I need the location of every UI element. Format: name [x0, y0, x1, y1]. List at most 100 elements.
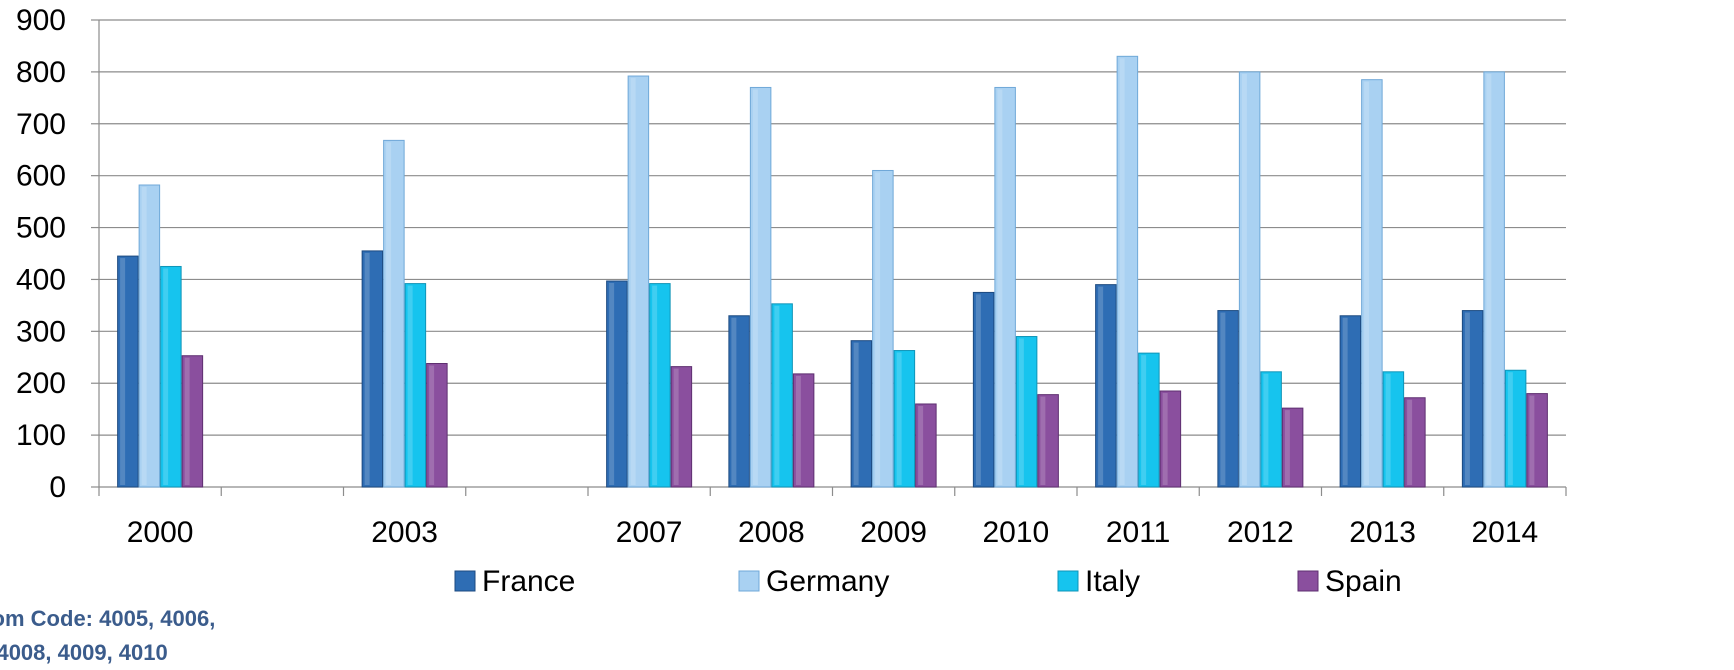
bar-highlight	[609, 283, 615, 485]
legend-label: Germany	[766, 565, 889, 598]
bar-spain-2014	[1526, 393, 1548, 488]
bar-italy-2007	[649, 283, 671, 488]
bars	[117, 55, 1548, 488]
legend-label: France	[482, 565, 575, 598]
bar-highlight	[652, 285, 658, 485]
legend-label: Spain	[1325, 565, 1402, 598]
x-tick-label: 2011	[1106, 516, 1171, 549]
bar-highlight	[975, 294, 981, 485]
bar-highlight	[630, 78, 636, 485]
bar-highlight	[1529, 395, 1535, 485]
x-tick-label: 2012	[1227, 516, 1294, 549]
source-caption: stom Code: 4005, 4006, 5, 4008, 4009, 40…	[0, 606, 216, 665]
bar-germany-2000	[138, 184, 161, 488]
bar-france-2010	[972, 291, 995, 488]
bar-germany-2003	[383, 139, 405, 488]
bar-highlight	[1407, 399, 1413, 485]
bar-spain-2000	[181, 355, 204, 488]
bar-italy-2011	[1138, 352, 1160, 488]
bar-italy-2012	[1260, 371, 1282, 488]
y-tick-label: 400	[16, 263, 66, 296]
bar-highlight	[918, 405, 924, 485]
y-tick-label: 600	[16, 160, 66, 193]
x-tick-label: 2007	[616, 516, 683, 549]
bar-italy-2010	[1015, 336, 1038, 488]
bar-highlight	[1263, 373, 1269, 485]
bar-highlight	[1284, 410, 1290, 485]
y-tick-label: 200	[16, 367, 66, 400]
bar-highlight	[795, 375, 801, 485]
bar-spain-2012	[1281, 407, 1304, 488]
bar-highlight	[1040, 396, 1046, 485]
x-tick-label: 2008	[738, 516, 805, 549]
bar-spain-2007	[670, 366, 693, 488]
bar-highlight	[673, 368, 679, 485]
y-tick-label: 700	[16, 108, 66, 141]
bar-highlight	[120, 258, 126, 485]
bar-highlight	[1162, 393, 1168, 485]
bar-france-2013	[1339, 315, 1362, 488]
bar-spain-2013	[1404, 397, 1426, 488]
y-tick-labels: 0 100 200 300 400 500 600 700 800 900	[16, 4, 66, 504]
bar-germany-2012	[1238, 71, 1261, 488]
bar-france-2008	[728, 315, 750, 488]
bar-highlight	[1241, 73, 1247, 485]
legend-swatch	[1297, 570, 1319, 592]
gridlines	[99, 19, 1566, 436]
y-tick-label: 0	[49, 471, 66, 504]
y-tick-label: 900	[16, 4, 66, 37]
bar-france-2000	[117, 255, 139, 488]
bar-germany-2008	[749, 86, 772, 488]
bar-spain-2009	[915, 403, 937, 488]
bar-highlight	[774, 305, 780, 485]
bar-highlight	[896, 352, 902, 485]
bar-germany-2011	[1116, 55, 1139, 488]
bar-highlight	[386, 142, 392, 486]
bar-france-2003	[361, 250, 384, 488]
x-tick-labels: 2000 2003 2007 2008 2009 2010 2011 2012 2013 2014	[127, 516, 1539, 549]
bar-highlight	[1018, 338, 1024, 485]
y-tick-label: 300	[16, 315, 66, 348]
axes	[91, 19, 1567, 496]
bar-spain-2011	[1159, 390, 1182, 488]
bar-spain-2008	[792, 373, 815, 488]
x-tick-label: 2003	[371, 516, 438, 549]
bar-italy-2000	[160, 265, 182, 488]
bar-highlight	[184, 357, 190, 485]
bar-france-2012	[1217, 310, 1239, 488]
x-tick-label: 2010	[983, 516, 1050, 549]
x-tick-label: 2009	[860, 516, 927, 549]
bar-highlight	[1342, 317, 1348, 485]
bar-highlight	[1141, 355, 1147, 485]
bar-highlight	[1364, 81, 1370, 485]
bar-germany-2014	[1483, 71, 1505, 488]
bar-france-2009	[850, 340, 873, 488]
bar-highlight	[364, 252, 370, 485]
bar-highlight	[141, 187, 147, 486]
legend-swatch	[1057, 570, 1079, 592]
bar-highlight	[997, 89, 1003, 485]
y-tick-label: 500	[16, 212, 66, 245]
legend-swatch	[454, 570, 476, 592]
bar-highlight	[1464, 312, 1470, 485]
bar-france-2007	[606, 280, 628, 488]
y-tick-label: 100	[16, 419, 66, 452]
legend-label: Italy	[1085, 565, 1140, 598]
bar-highlight	[853, 342, 859, 485]
legend-item-spain: Spain	[1297, 565, 1402, 598]
bar-highlight	[1385, 373, 1391, 485]
bar-highlight	[875, 172, 881, 485]
legend: France Germany Italy Spain	[454, 565, 1402, 598]
legend-swatch	[738, 570, 760, 592]
bar-germany-2010	[994, 86, 1016, 488]
legend-item-italy: Italy	[1057, 565, 1140, 598]
bar-italy-2014	[1504, 369, 1527, 488]
legend-item-germany: Germany	[738, 565, 889, 598]
bar-highlight	[1098, 286, 1104, 485]
bar-highlight	[407, 285, 413, 485]
x-tick-label: 2000	[127, 516, 194, 549]
x-tick-label: 2013	[1349, 516, 1416, 549]
bar-france-2011	[1095, 284, 1117, 488]
y-tick-label: 800	[16, 56, 66, 89]
